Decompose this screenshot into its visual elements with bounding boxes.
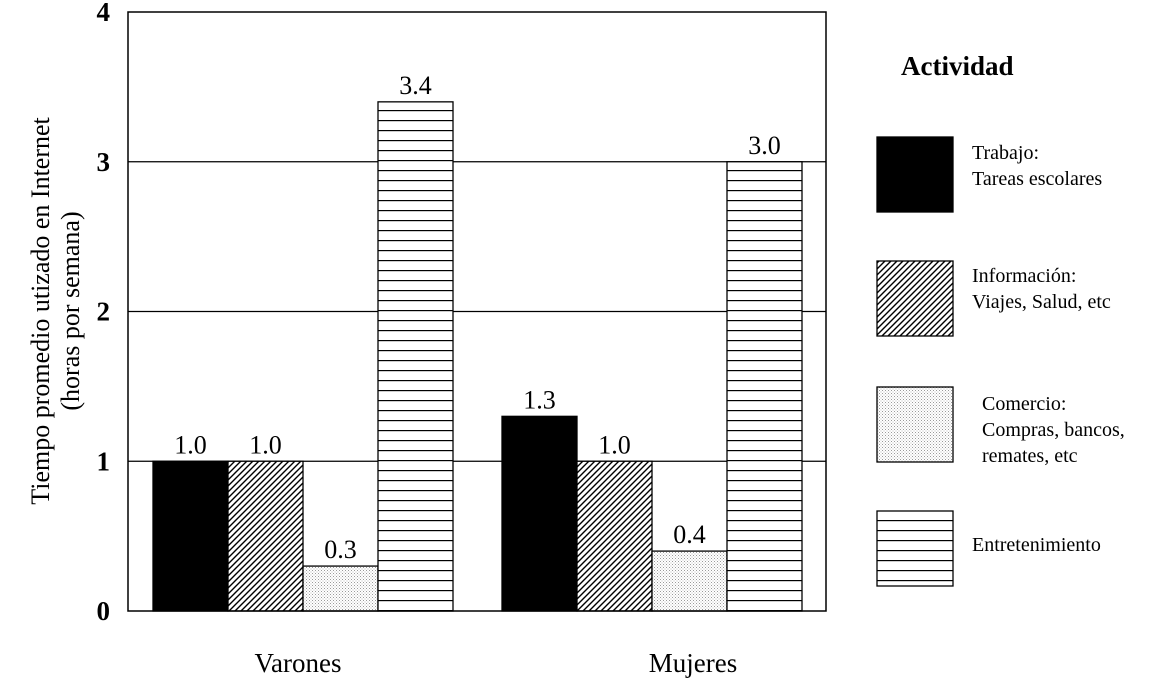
x-tick-varones: Varones — [255, 648, 342, 678]
y-axis-title-line-1: (horas por semana) — [56, 211, 85, 410]
legend-label-2-1: Compras, bancos, — [982, 419, 1125, 441]
legend-swatch-2 — [876, 386, 954, 463]
x-tick-mujeres: Mujeres — [649, 648, 737, 678]
bar-varones-0 — [152, 460, 229, 612]
y-tick-1: 1 — [97, 446, 111, 476]
data-label-mujeres-3: 3.0 — [748, 131, 781, 160]
data-label-varones-1: 1.0 — [249, 430, 282, 459]
bar-mujeres-3 — [726, 161, 803, 612]
bar-varones-2 — [302, 565, 379, 612]
legend: Actividad Trabajo: Tareas escolares Informa… — [876, 51, 1125, 587]
bar-varones-3 — [377, 101, 454, 612]
legend-label-2-0: Comercio: — [982, 393, 1066, 415]
data-label-varones-0: 1.0 — [174, 430, 207, 459]
data-label-mujeres-0: 1.3 — [523, 385, 556, 414]
bar-mujeres-1 — [576, 460, 653, 612]
gridlines — [128, 161, 826, 462]
x-ticks: Varones Mujeres — [255, 648, 738, 678]
y-tick-4: 4 — [97, 0, 111, 27]
legend-swatch-3 — [876, 510, 954, 587]
data-label-varones-2: 0.3 — [324, 535, 357, 564]
legend-swatch-1 — [876, 260, 954, 337]
y-tick-0: 0 — [97, 596, 111, 626]
y-tick-2: 2 — [97, 297, 111, 327]
legend-label-2-2: remates, etc — [982, 445, 1078, 467]
bars — [152, 101, 803, 612]
legend-title: Actividad — [901, 51, 1014, 81]
y-tick-3: 3 — [97, 147, 111, 177]
legend-label-1-0: Información: — [972, 265, 1076, 287]
y-axis-label: Tiempo promedio utizado en Internet(hora… — [26, 116, 85, 504]
legend-label-0-1: Tareas escolares — [972, 168, 1102, 190]
legend-swatch-0 — [876, 136, 954, 213]
data-label-mujeres-2: 0.4 — [673, 520, 706, 549]
y-ticks: 0 1 2 3 4 — [97, 0, 111, 626]
plot-border — [127, 11, 827, 612]
data-labels: 1.0 1.0 0.3 3.4 1.3 1.0 0.4 3.0 — [174, 71, 781, 564]
bar-varones-1 — [227, 460, 304, 612]
y-axis-title: Tiempo promedio utizado en Internet(hora… — [26, 116, 85, 504]
data-label-varones-3: 3.4 — [399, 71, 432, 100]
legend-label-1-1: Viajes, Salud, etc — [972, 291, 1111, 313]
legend-label-3-0: Entretenimiento — [972, 534, 1101, 556]
data-label-mujeres-1: 1.0 — [598, 430, 631, 459]
bar-mujeres-2 — [651, 550, 728, 612]
legend-label-0-0: Trabajo: — [972, 142, 1039, 164]
bar-mujeres-0 — [501, 415, 578, 612]
y-axis-title-line-0: Tiempo promedio utizado en Internet — [26, 116, 55, 504]
plot-frame — [127, 11, 827, 612]
